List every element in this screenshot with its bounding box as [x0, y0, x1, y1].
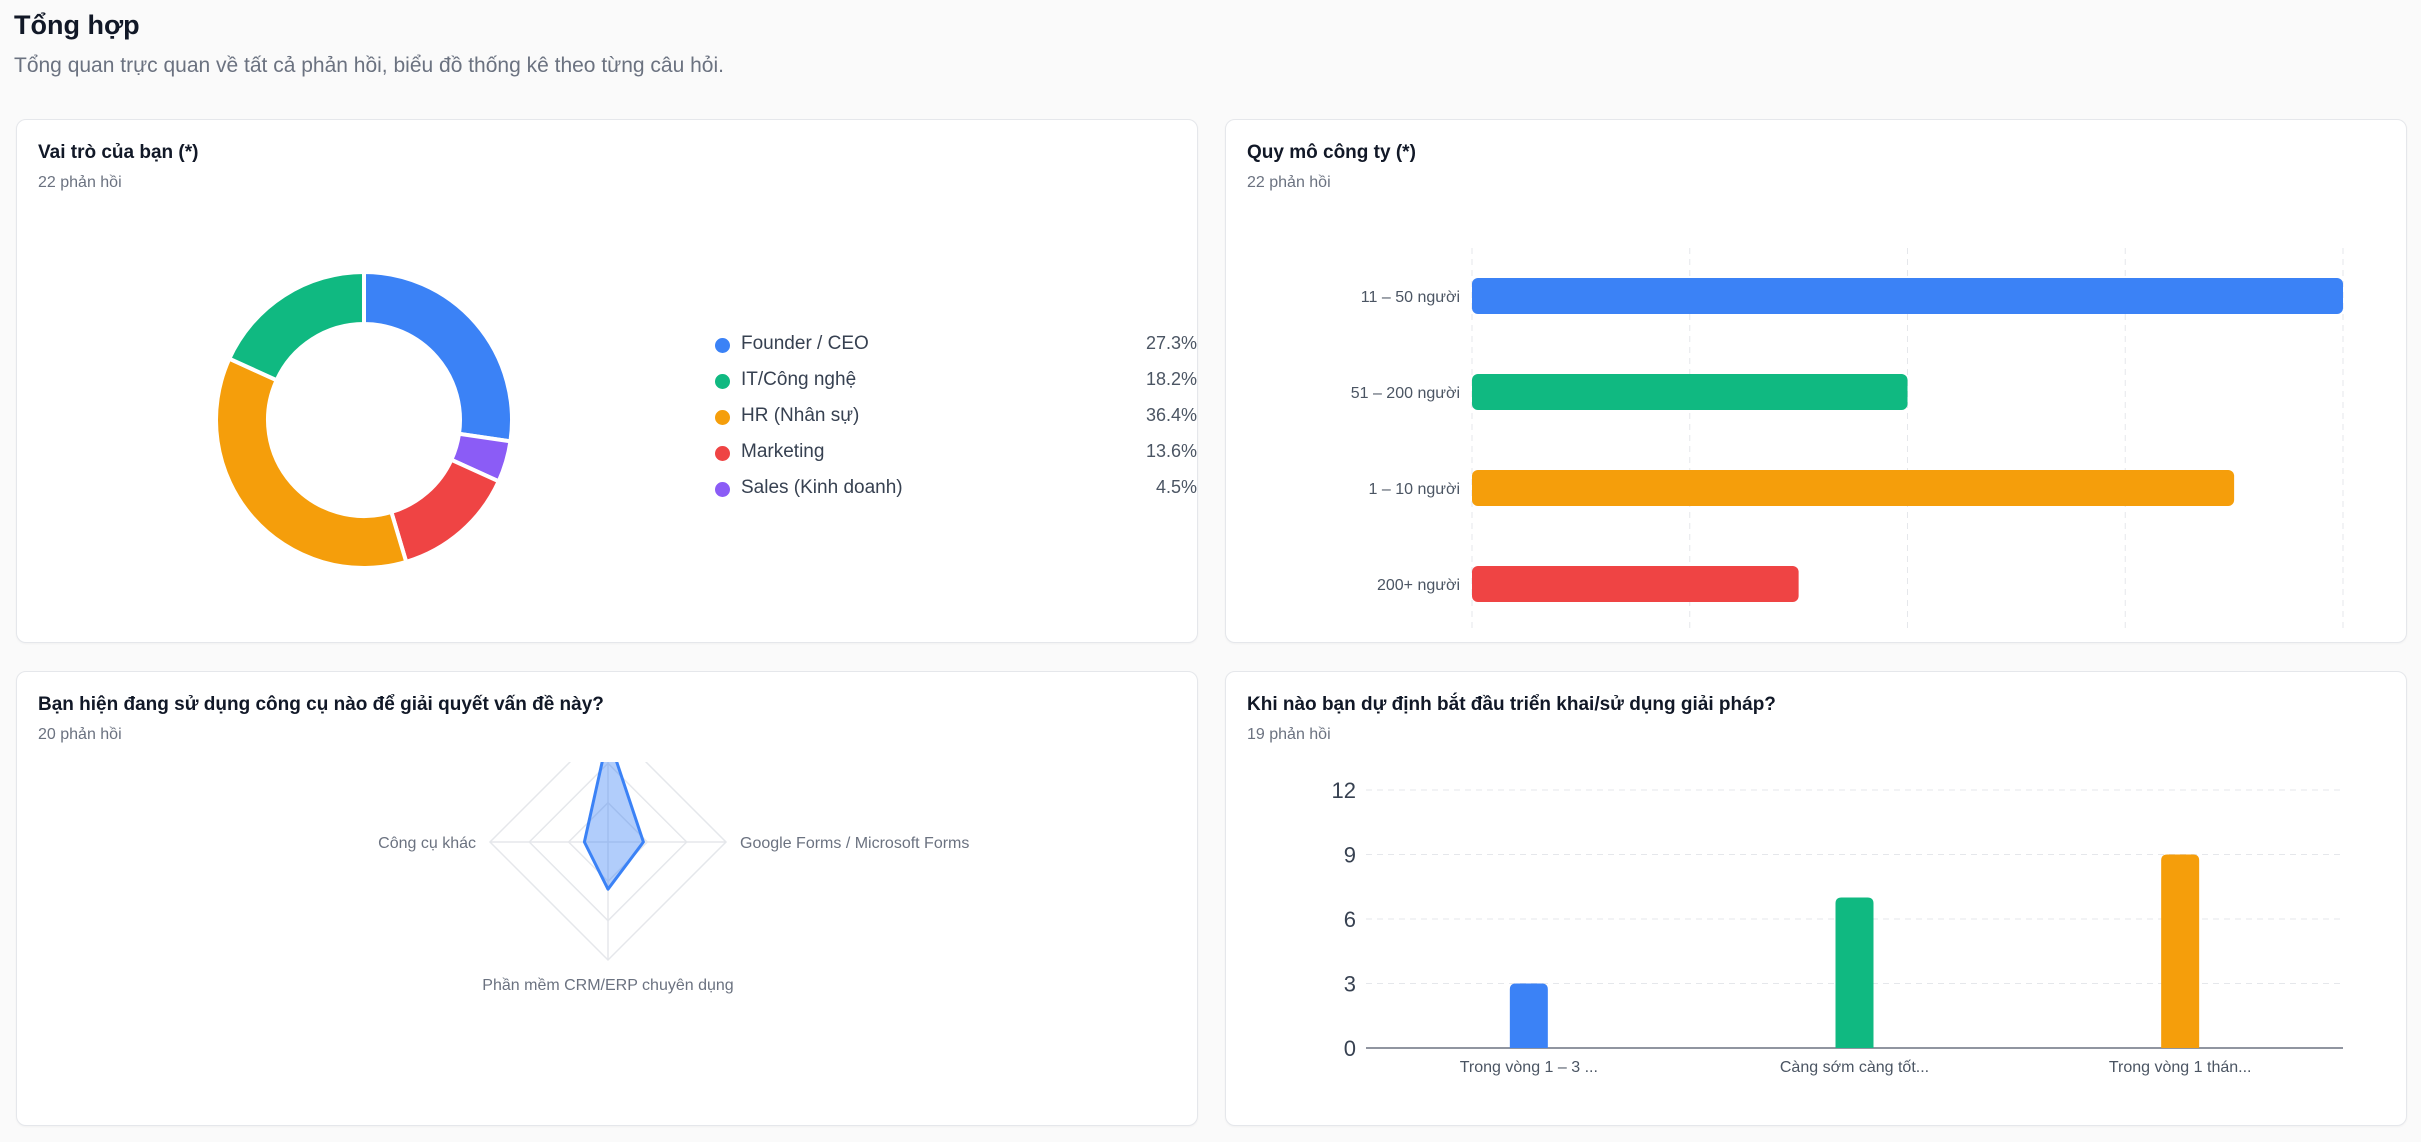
legend-swatch: [715, 374, 730, 389]
donut-legend: Founder / CEO 27.3% IT/Công nghệ 18.2% HR (N…: [697, 330, 1197, 510]
bar: [1509, 983, 1548, 1048]
tools-card: Bạn hiện đang sử dụng công cụ nào để giả…: [16, 671, 1198, 1126]
legend-item[interactable]: Marketing 13.6%: [697, 438, 1197, 474]
legend-percent: 13.6%: [1145, 441, 1197, 461]
pie-slice: [362, 269, 514, 444]
pie-slice: [226, 269, 366, 383]
legend-swatch: [715, 338, 730, 353]
card-title: Khi nào bạn dự định bắt đầu triển khai/s…: [1247, 694, 1776, 715]
axis-label: Phần mềm CRM/ERP chuyên dụng: [482, 977, 733, 994]
response-count: 22 phản hồi: [38, 174, 122, 191]
legend-item[interactable]: Founder / CEO 27.3%: [697, 330, 1197, 366]
legend-percent: 36.4%: [1145, 405, 1197, 425]
page-subtitle: Tổng quan trực quan về tất cả phản hồi, …: [14, 54, 724, 77]
legend-swatch: [715, 410, 730, 425]
response-count: 19 phản hồi: [1247, 726, 1331, 743]
role-card: Vai trò của bạn (*) 22 phản hồi Founder …: [16, 119, 1198, 643]
legend-label: IT/Công nghệ: [741, 369, 857, 390]
legend-label: Sales (Kinh doanh): [741, 477, 903, 498]
radar-chart: Excel / SheetsGoogle Forms / Microsoft F…: [378, 762, 969, 994]
y-tick-label: 3: [1344, 972, 1356, 997]
legend-swatch: [715, 446, 730, 461]
vertical-bar-chart: 0 3 6 9 12 Trong vòng 1 – 3 ... Càng sớm càng …: [1332, 778, 2343, 1076]
pie-slice: [214, 356, 409, 570]
legend-item[interactable]: Sales (Kinh doanh) 4.5%: [697, 474, 1197, 510]
y-tick-label: 0: [1344, 1036, 1356, 1061]
radar-area: [582, 762, 645, 891]
axis-label: Google Forms / Microsoft Forms: [740, 835, 969, 852]
legend-label: HR (Nhân sự): [741, 405, 860, 426]
card-title: Vai trò của bạn (*): [38, 142, 199, 163]
legend-item[interactable]: IT/Công nghệ 18.2%: [697, 366, 1197, 402]
legend-label: Founder / CEO: [741, 333, 869, 354]
legend-percent: 27.3%: [1145, 333, 1197, 353]
legend-label: Marketing: [741, 441, 825, 462]
response-count: 20 phản hồi: [38, 726, 122, 743]
donut-chart: [214, 269, 514, 570]
legend-percent: 4.5%: [1155, 477, 1197, 497]
legend-swatch: [715, 482, 730, 497]
axis-label: Công cụ khác: [378, 835, 476, 852]
category-label: 51 – 200 người: [1351, 385, 1460, 402]
bar: [1472, 374, 1908, 410]
x-tick-label: Trong vòng 1 thán...: [2109, 1059, 2252, 1076]
company-size-card: Quy mô công ty (*) 22 phản hồi 11 – 50 n…: [1225, 119, 2407, 643]
legend-item[interactable]: HR (Nhân sự) 36.4%: [697, 402, 1197, 438]
bar: [1472, 566, 1799, 602]
card-title: Quy mô công ty (*): [1247, 142, 1416, 163]
page-title: Tổng hợp: [14, 10, 140, 40]
category-label: 200+ người: [1377, 577, 1460, 594]
response-count: 22 phản hồi: [1247, 174, 1331, 191]
bar: [1835, 897, 1874, 1048]
y-tick-label: 9: [1344, 843, 1356, 868]
x-tick-label: Trong vòng 1 – 3 ...: [1460, 1059, 1598, 1076]
legend-percent: 18.2%: [1145, 369, 1197, 389]
bar: [2161, 854, 2200, 1048]
horizontal-bar-chart: 11 – 50 người 51 – 200 người 1 – 10 người 2…: [1351, 248, 2344, 630]
timeline-card: Khi nào bạn dự định bắt đầu triển khai/s…: [1225, 671, 2407, 1126]
y-tick-label: 6: [1344, 907, 1356, 932]
category-label: 11 – 50 người: [1361, 289, 1460, 306]
bar: [1472, 278, 2343, 314]
card-title: Bạn hiện đang sử dụng công cụ nào để giả…: [38, 694, 604, 715]
category-label: 1 – 10 người: [1369, 481, 1460, 498]
pie-slice: [388, 457, 502, 565]
bar: [1472, 470, 2235, 506]
y-tick-label: 12: [1332, 778, 1356, 803]
x-tick-label: Càng sớm càng tốt...: [1780, 1059, 1929, 1076]
